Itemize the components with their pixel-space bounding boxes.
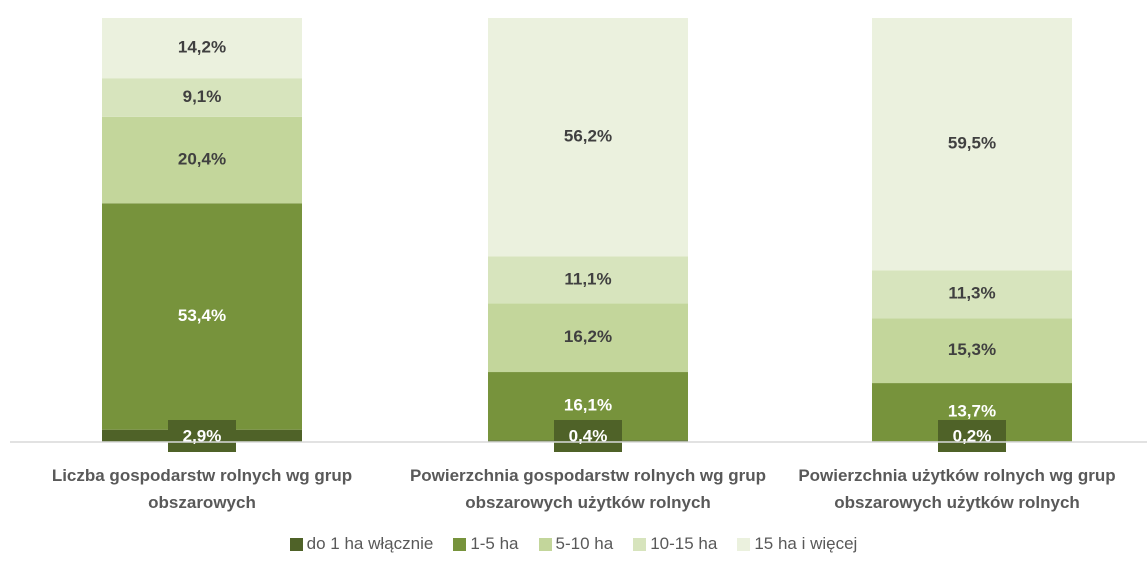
data-label: 0,4% (569, 426, 608, 445)
legend-label: 10-15 ha (650, 534, 718, 553)
data-label: 13,7% (948, 402, 996, 421)
bar-segment (872, 318, 1072, 384)
category-label: Powierzchnia gospodarstw rolnych wg grup… (409, 466, 767, 512)
data-label: 0,2% (953, 426, 992, 445)
legend-label: 1-5 ha (470, 534, 519, 553)
label-box (168, 420, 236, 452)
legend-label: 5-10 ha (555, 534, 614, 553)
legend-swatch (737, 537, 751, 551)
data-label: 11,3% (948, 284, 995, 303)
data-label: 11,1% (564, 269, 611, 288)
legend-swatch (538, 537, 552, 551)
data-label: 56,2% (564, 127, 612, 146)
legend-item: 1-5 ha (453, 534, 519, 554)
data-label: 16,2% (564, 327, 612, 346)
data-label: 20,4% (178, 150, 226, 169)
legend-item: 10-15 ha (633, 534, 717, 554)
legend-swatch (453, 537, 467, 551)
label-box (938, 420, 1006, 452)
legend-label: do 1 ha włącznie (306, 534, 434, 553)
bar-segment (102, 203, 302, 430)
legend-swatch (633, 537, 647, 551)
legend-item: do 1 ha włącznie (289, 534, 434, 554)
data-label: 59,5% (948, 134, 996, 153)
data-label: 16,1% (564, 396, 612, 415)
bar-segment (872, 18, 1072, 271)
legend-item: 5-10 ha (538, 534, 614, 554)
label-box (554, 420, 622, 452)
category-label: Liczba gospodarstw rolnych wg grup obsza… (51, 466, 353, 512)
bar-segment (488, 303, 688, 373)
category-label: Powierzchnia użytków rolnych wg grup obs… (798, 466, 1116, 512)
legend: do 1 ha włącznie 1-5 ha 5-10 ha 10-15 ha 15 … (0, 534, 1147, 554)
legend-item: 15 ha i więcej (737, 534, 857, 554)
data-label: 53,4% (178, 306, 226, 325)
legend-label: 15 ha i więcej (754, 534, 858, 553)
bar-segment (102, 18, 302, 79)
data-label: 15,3% (948, 340, 996, 359)
bar-segment (102, 78, 302, 117)
bar-segment (872, 270, 1072, 319)
bar-segment (102, 116, 302, 204)
legend-swatch (289, 537, 303, 551)
bar-segment (488, 256, 688, 304)
data-label: 2,9% (183, 426, 222, 445)
data-label: 14,2% (178, 38, 226, 57)
data-label: 9,1% (183, 87, 222, 106)
bar-segment (488, 18, 688, 257)
